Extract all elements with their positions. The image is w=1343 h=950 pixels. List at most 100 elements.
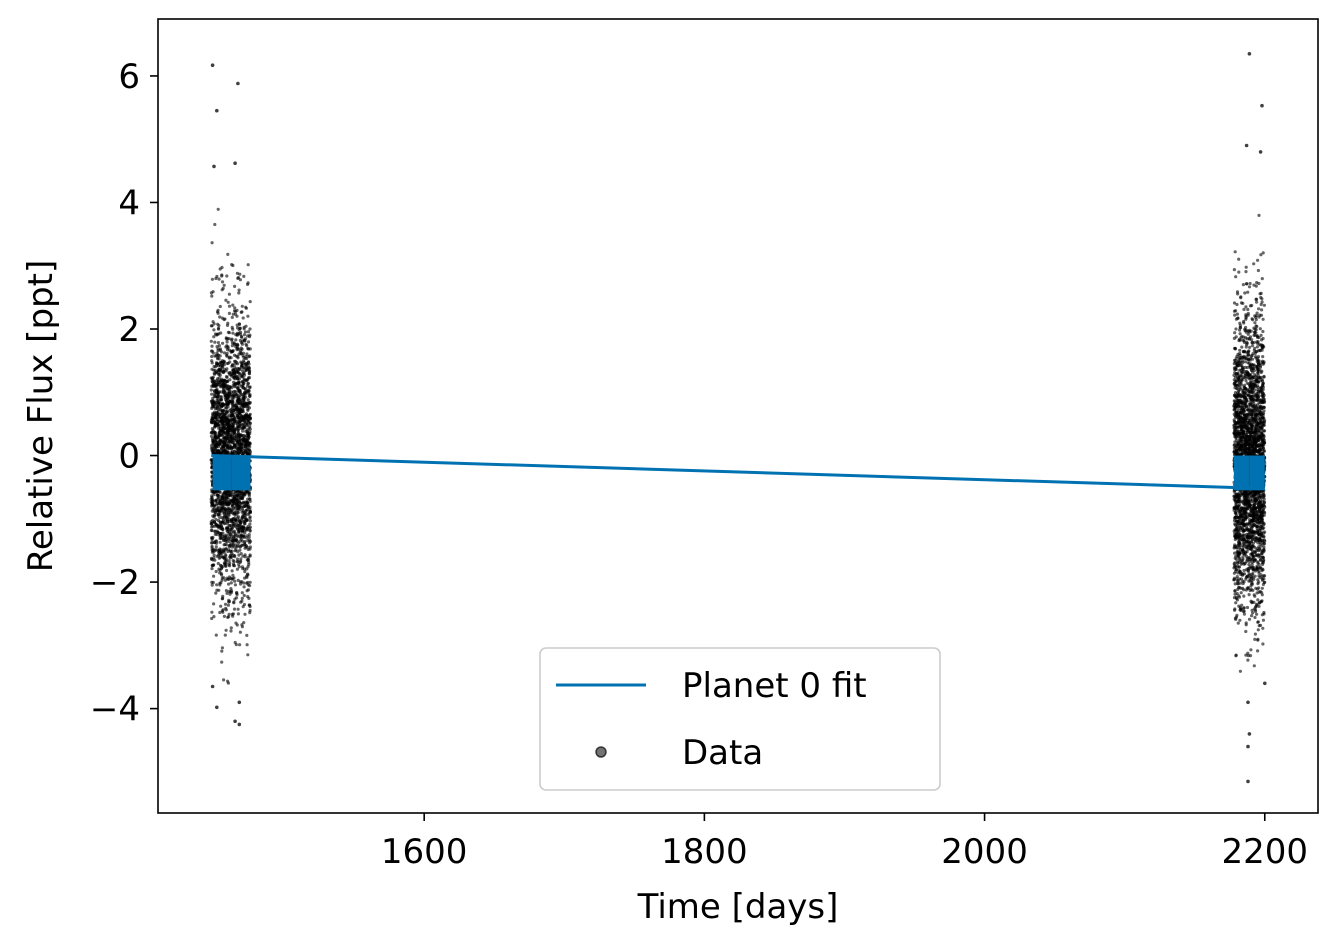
data-point [248, 522, 252, 526]
data-point [209, 388, 213, 392]
data-point [1253, 321, 1257, 325]
data-point [211, 490, 215, 494]
data-point [1246, 332, 1250, 336]
data-point [1235, 575, 1239, 579]
data-point [1235, 302, 1239, 307]
data-point [215, 378, 219, 383]
data-point [1258, 327, 1262, 331]
data-point [216, 415, 220, 419]
data-point [211, 563, 216, 567]
data-point [246, 330, 250, 334]
data-point [1238, 351, 1242, 356]
data-point [231, 331, 235, 335]
data-point [219, 604, 223, 608]
data-point [1240, 573, 1245, 577]
data-point [209, 556, 214, 561]
data-point [245, 643, 249, 647]
data-point [222, 491, 226, 495]
data-point [234, 518, 238, 522]
data-point [225, 568, 229, 573]
data-point [219, 431, 223, 436]
data-point [241, 369, 245, 373]
data-point [247, 494, 251, 498]
data-point [213, 504, 217, 508]
data-point [247, 355, 251, 359]
data-point [219, 509, 223, 513]
data-point [245, 361, 249, 366]
data-point [238, 451, 242, 455]
data-point [1239, 374, 1243, 378]
data-point [238, 643, 242, 647]
data-point [1233, 608, 1237, 612]
data-point [229, 626, 233, 630]
data-point [219, 442, 223, 446]
data-point [236, 428, 240, 433]
data-point [233, 545, 237, 550]
data-point [238, 390, 242, 394]
data-point [234, 643, 238, 647]
data-point [233, 513, 237, 517]
data-point [233, 510, 237, 515]
data-point [1238, 328, 1242, 332]
data-point [242, 365, 246, 370]
data-point [243, 490, 247, 494]
data-point [227, 507, 231, 511]
data-point [213, 222, 217, 227]
data-point [213, 407, 217, 411]
data-point [248, 516, 252, 520]
data-point [218, 498, 222, 502]
data-point [228, 561, 232, 565]
data-point [242, 333, 246, 337]
data-point [225, 444, 229, 448]
data-point [1252, 341, 1256, 345]
data-point [222, 385, 226, 389]
data-point [220, 273, 224, 277]
data-point [1253, 615, 1257, 620]
data-point [1240, 378, 1244, 382]
data-layer [209, 52, 1267, 784]
data-point [233, 579, 237, 583]
data-point [1247, 521, 1252, 525]
data-point [222, 351, 227, 355]
data-point [239, 537, 243, 541]
data-point [213, 431, 217, 435]
data-point [220, 597, 224, 601]
data-point [1256, 598, 1260, 602]
data-point [210, 344, 214, 348]
data-point [235, 423, 239, 427]
data-point [237, 439, 241, 443]
data-point [212, 615, 216, 619]
data-point [1238, 525, 1242, 530]
data-point [241, 452, 246, 456]
data-point [240, 442, 244, 446]
data-point [225, 434, 230, 438]
data-point [226, 431, 230, 435]
data-point [243, 539, 247, 544]
data-point [227, 582, 231, 586]
data-point [210, 361, 214, 365]
data-point [236, 607, 240, 611]
data-point [232, 522, 236, 526]
data-point [236, 506, 240, 511]
data-point [241, 567, 245, 571]
data-point [237, 433, 241, 437]
data-point [1247, 491, 1252, 495]
data-point [1260, 578, 1265, 582]
data-point [1257, 571, 1261, 575]
data-point [236, 515, 240, 519]
data-point [248, 510, 252, 514]
data-point [209, 536, 214, 540]
data-point [233, 449, 237, 453]
data-point [1262, 409, 1266, 413]
data-point [1246, 307, 1250, 312]
data-point [248, 584, 252, 588]
data-point [217, 382, 221, 387]
data-point [232, 506, 236, 510]
data-point [238, 338, 242, 343]
data-point [1254, 315, 1258, 319]
data-point [239, 600, 243, 604]
data-point [215, 389, 219, 393]
data-point [228, 592, 232, 596]
data-point [241, 410, 245, 414]
data-point [233, 437, 237, 441]
